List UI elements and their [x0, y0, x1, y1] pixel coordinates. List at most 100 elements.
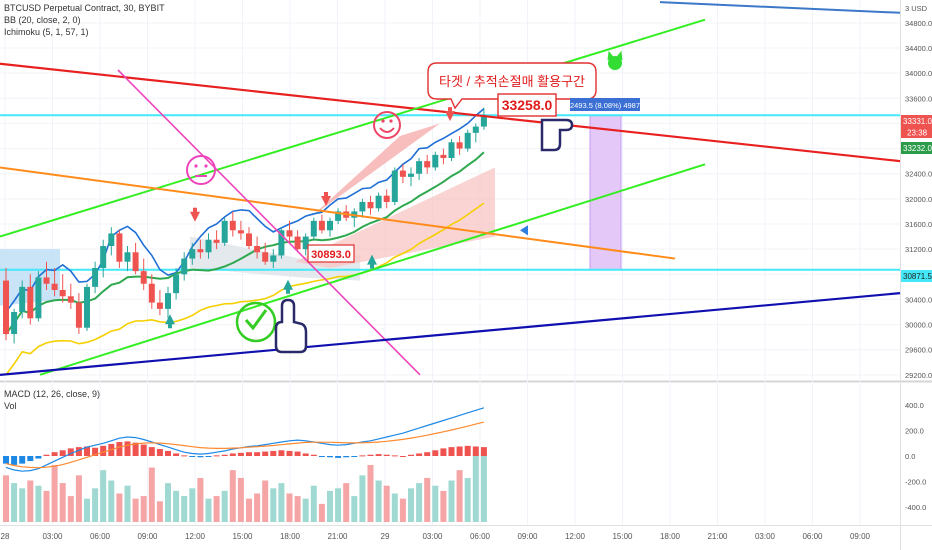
volume-bar: [197, 477, 204, 522]
time-tick-label: 06:00: [90, 532, 111, 541]
candle-body: [432, 154, 439, 168]
volume-bar: [19, 488, 26, 522]
price-tick-label: 31600.0: [905, 220, 932, 229]
happy-face-icon: [373, 111, 401, 139]
macd-histogram-bar: [327, 456, 333, 458]
macd-histogram-bar: [416, 453, 423, 456]
candle-body: [456, 142, 463, 149]
macd-histogram-bar: [67, 448, 74, 456]
candle-body: [367, 202, 374, 209]
macd-legend[interactable]: MACD (12, 26, close, 9): [4, 389, 101, 399]
svg-text:33331.0: 33331.0: [903, 117, 932, 126]
volume-bar: [11, 483, 18, 522]
volume-bar: [318, 503, 325, 522]
volume-bar: [213, 496, 220, 522]
macd-indicator: [3, 407, 487, 522]
drawings-front[interactable]: [0, 1, 901, 376]
target-price-label[interactable]: 33258.0: [497, 93, 557, 117]
candle-body: [116, 233, 123, 262]
volume-bar: [116, 493, 123, 522]
macd-histogram-bar: [310, 454, 317, 456]
price-tick-label: 32000.0: [905, 195, 932, 204]
macd-histogram-bar: [440, 448, 447, 456]
volume-bar: [270, 488, 277, 522]
candle-body: [19, 286, 26, 312]
macd-histogram-bar: [335, 456, 342, 458]
volume-bar: [464, 477, 471, 522]
volume-bar: [432, 485, 439, 522]
sell-signal-arrow: [190, 207, 200, 222]
time-tick-label: 21:00: [327, 532, 348, 541]
macd-histogram-bar: [432, 450, 439, 456]
volume-bar: [294, 496, 301, 522]
candle-body: [140, 271, 147, 284]
volume-bar: [335, 488, 342, 522]
macd-histogram-bar: [140, 444, 147, 456]
candle-body: [27, 286, 34, 319]
macd-histogram-bar: [35, 456, 42, 459]
blue-trend-line: [0, 292, 901, 376]
vol-legend[interactable]: Vol: [4, 401, 17, 411]
price-tag-secondary: 33232.0: [901, 142, 932, 154]
volume-bar: [221, 490, 228, 522]
candle-body: [278, 230, 285, 256]
macd-histogram-bar: [472, 446, 479, 456]
candle-body: [408, 173, 414, 177]
projection-area: [295, 167, 495, 268]
macd-histogram-bar: [464, 445, 471, 456]
price-tag-current: 33331.0: [901, 115, 932, 127]
bb-legend[interactable]: BB (20, close, 2, 0): [4, 15, 81, 25]
time-tick-label: 15:00: [612, 532, 633, 541]
candle-body: [472, 126, 479, 133]
volume-bar: [448, 480, 455, 522]
volume-bar: [43, 490, 50, 522]
candle-body: [229, 220, 236, 231]
candle-body: [480, 115, 487, 127]
macd-histogram-bar: [254, 452, 261, 456]
range-stats-label[interactable]: 2493.5 (8.08%) 4987: [570, 98, 640, 111]
time-tick-label: 18:00: [660, 532, 681, 541]
candle-body: [148, 283, 155, 303]
range-stats-text: 2493.5 (8.08%) 4987: [570, 101, 640, 110]
volume-bar: [343, 483, 350, 522]
ichimoku-legend[interactable]: Ichimoku (5, 1, 57, 1): [4, 27, 89, 37]
macd-histogram-bar: [237, 452, 244, 456]
volume-bar: [59, 483, 66, 522]
time-tick-label: 29: [381, 532, 390, 541]
candle-body: [75, 302, 82, 328]
price-tag-support: 30871.5: [901, 270, 932, 282]
macd-histogram-bar: [424, 452, 431, 456]
candle-body: [286, 230, 293, 237]
volume-bar: [100, 470, 107, 522]
macd-histogram-bar: [383, 454, 390, 456]
entry-price-text: 30893.0: [311, 249, 351, 261]
macd-histogram-bar: [148, 447, 155, 456]
macd-histogram-bar: [262, 451, 269, 456]
volume-bar: [367, 464, 374, 522]
volume-bar: [351, 496, 358, 522]
volume-bar: [327, 490, 333, 522]
time-tick-label: 03:00: [422, 532, 443, 541]
volume-bar: [92, 488, 99, 522]
price-tick-label: 34400.0: [905, 44, 932, 53]
candle-body: [318, 220, 325, 231]
volume-bar: [181, 496, 188, 522]
candle-body: [92, 268, 99, 287]
macd-histogram-bar: [221, 454, 228, 456]
ichimoku-lagging-line: [5, 202, 485, 376]
macd-tick-label: 400.0: [905, 401, 924, 410]
volume-bar: [302, 498, 309, 522]
symbol-legend[interactable]: BTCUSD Perpetual Contract, 30, BYBIT: [4, 3, 165, 13]
smiley-face-icon: [186, 155, 216, 185]
time-tick-label: 09:00: [850, 532, 871, 541]
volume-bar: [75, 475, 82, 522]
candle-body: [448, 142, 455, 158]
price-tick-label: 29600.0: [905, 346, 932, 355]
volume-bar: [189, 488, 196, 522]
time-tick-label: 12:00: [565, 532, 586, 541]
volume-bar: [424, 477, 431, 522]
price-tick-label: 30400.0: [905, 295, 932, 304]
macd-histogram-bar: [27, 456, 34, 462]
entry-price-label[interactable]: 30893.0: [307, 244, 355, 263]
